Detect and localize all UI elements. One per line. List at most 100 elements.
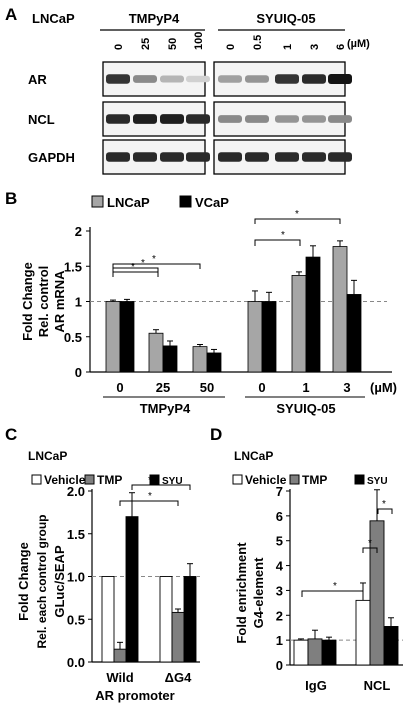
- y-tick-label: 1.5: [67, 527, 85, 542]
- blot-band: [302, 74, 326, 84]
- y-tick-label: 0.0: [67, 655, 85, 670]
- legend-label: TMP: [302, 473, 327, 487]
- y-tick-label: 1.5: [64, 259, 82, 274]
- legend-label: TMP: [97, 473, 122, 487]
- blot-band: [275, 74, 299, 84]
- chart-b: LNCaP VCaP Fold Change Rel. control AR mRNA 0…: [20, 195, 397, 416]
- panel-d: D LNCaP Vehicle TMP SYU Fold enrichment G4-e…: [210, 425, 403, 693]
- blot-band: [133, 75, 157, 83]
- significance-star: *: [295, 209, 299, 220]
- blot-band: [218, 75, 242, 83]
- blot-band: [186, 75, 210, 83]
- significance-bracket: [377, 508, 393, 514]
- y-tick-label: 3: [276, 583, 283, 598]
- x-tick-label: 0: [258, 380, 265, 395]
- dose-label: 1: [282, 44, 294, 50]
- dose-label: 3: [309, 44, 321, 50]
- x-tick-label: 25: [156, 380, 170, 395]
- blot-band: [186, 114, 210, 124]
- y-axis-label: Fold enrichment: [234, 542, 249, 644]
- y-axis-label: Rel. control: [36, 266, 51, 338]
- panel-d-letter: D: [210, 425, 222, 444]
- blot-band: [186, 152, 210, 162]
- blot-band: [275, 152, 299, 162]
- bar: [247, 301, 263, 373]
- y-tick-label: 0.5: [67, 612, 85, 627]
- group-label: TMPyP4: [140, 401, 191, 416]
- blot-band: [328, 74, 352, 84]
- significance-bracket: [254, 239, 301, 246]
- blot-band: [245, 75, 269, 83]
- bar: [171, 611, 185, 663]
- legend-swatch: [289, 474, 300, 485]
- y-tick-label: 7: [276, 484, 283, 499]
- blot-band: [218, 152, 242, 162]
- blot-band: [160, 75, 184, 83]
- x-tick-label: NCL: [364, 678, 391, 693]
- legend-label: LNCaP: [107, 195, 150, 210]
- legend-label: VCaP: [195, 195, 229, 210]
- bar: [293, 639, 309, 666]
- significance-star: *: [131, 262, 135, 273]
- blot-band: [328, 115, 352, 123]
- significance-bracket: [112, 263, 201, 269]
- blot-band: [133, 152, 157, 162]
- significance-star: *: [281, 230, 285, 241]
- bar: [369, 520, 385, 666]
- bar: [101, 576, 115, 663]
- y-tick-label: 6: [276, 509, 283, 524]
- y-axis-label: Rel. each control group: [35, 514, 49, 648]
- blot-band: [218, 115, 242, 123]
- y-tick-label: 2.0: [67, 484, 85, 499]
- panel-a-blot-rows: AR NCL GAPDH: [28, 61, 352, 175]
- dose-label: 100: [193, 32, 205, 50]
- panel-b: B LNCaP VCaP Fold Change Rel. control AR mRN…: [5, 189, 397, 416]
- legend-swatch: [354, 474, 365, 485]
- panel-b-letter: B: [5, 189, 17, 208]
- dose-label: 0: [225, 44, 237, 50]
- significance-star: *: [148, 491, 152, 502]
- x-tick-label: Wild: [106, 670, 133, 685]
- x-tick-label: ΔG4: [165, 670, 192, 685]
- y-tick-label: 1.0: [67, 570, 85, 585]
- y-tick-label: 5: [276, 534, 283, 549]
- dose-label: 25: [140, 38, 152, 50]
- y-axis-label: GLuc/SEAP: [52, 545, 67, 618]
- legend-label: Vehicle: [245, 473, 287, 487]
- significance-bracket: [131, 484, 191, 490]
- legend-swatch: [84, 474, 95, 485]
- x-tick-label: 50: [200, 380, 214, 395]
- dose-label: 6: [335, 44, 347, 50]
- legend-swatch: [149, 474, 160, 485]
- panel-a-cell-line: LNCaP: [32, 11, 75, 26]
- bar: [355, 599, 371, 666]
- dose-label: 50: [167, 38, 179, 50]
- x-tick-label: 0: [116, 380, 123, 395]
- blot-band: [160, 152, 184, 162]
- bar: [119, 301, 135, 373]
- significance-bracket: [119, 500, 179, 506]
- blot-band: [133, 114, 157, 124]
- blot-band: [275, 115, 299, 123]
- y-axis-label: AR mRNA: [52, 270, 67, 333]
- panel-a: A LNCaP TMPyP4 SYUIQ-05 0 25 50 100 0 0.5 1 3 6 …: [5, 5, 370, 175]
- legend-swatch: [179, 195, 192, 208]
- panel-a-drug1-label: TMPyP4: [129, 11, 180, 26]
- significance-bracket: [112, 267, 159, 273]
- bar: [206, 352, 222, 373]
- legend-label: Vehicle: [44, 473, 86, 487]
- significance-bracket: [112, 271, 159, 277]
- legend-swatch: [232, 474, 243, 485]
- bar: [307, 638, 323, 666]
- panel-c: C LNCaP Vehicle TMP SYU Fold Change Rel. eac…: [5, 425, 200, 703]
- panel-a-unit: (µM): [347, 38, 370, 50]
- y-axis-label: Fold Change: [20, 262, 35, 341]
- significance-star: *: [382, 499, 386, 510]
- bar: [383, 626, 399, 666]
- group-label: SYUIQ-05: [276, 401, 335, 416]
- panel-c-cell-line: LNCaP: [28, 449, 67, 463]
- significance-star: *: [152, 254, 156, 265]
- blot-band: [302, 152, 326, 162]
- bar: [162, 345, 178, 373]
